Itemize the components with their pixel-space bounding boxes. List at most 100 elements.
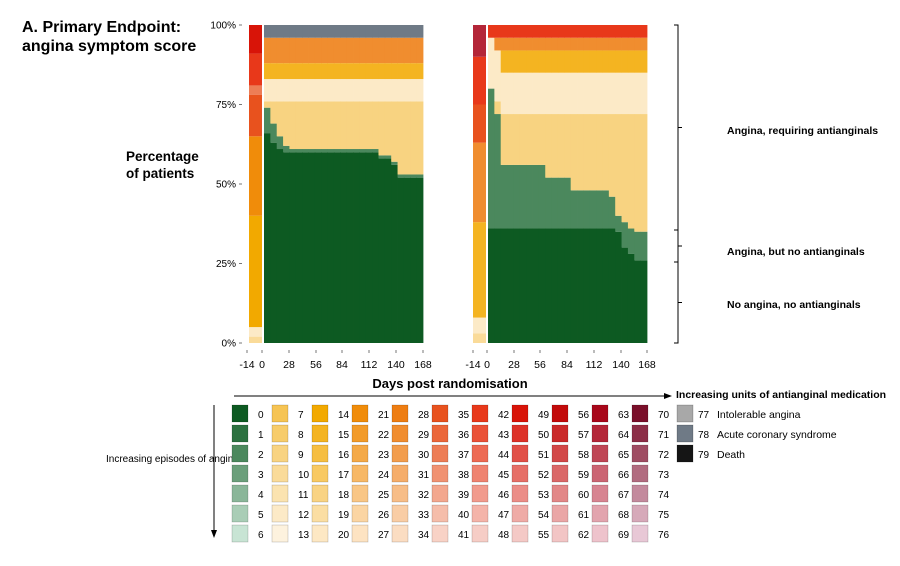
bar-segment-12	[372, 79, 379, 102]
bar-segment-2	[570, 190, 578, 229]
legend-swatch-68	[591, 504, 609, 523]
bar-segment-12	[570, 72, 578, 115]
pre-segment-42	[249, 53, 262, 86]
bar-segment-0	[372, 152, 379, 343]
legend-swatch-28	[391, 404, 409, 423]
bar-segment-9	[583, 114, 591, 191]
bar-segment-9	[270, 101, 278, 124]
legend-label-63: 63	[618, 410, 630, 421]
legend-text-78: Acute coronary syndrome	[717, 429, 837, 441]
bar-segment-42	[634, 25, 642, 38]
legend-label-5: 5	[258, 510, 264, 521]
bar-segment-29	[289, 37, 297, 64]
bar-segment-42	[621, 25, 629, 38]
bar-segment-0	[359, 152, 367, 343]
bar-segment-29	[545, 37, 552, 51]
legend-swatch-52	[511, 464, 529, 483]
bar-segment-15	[526, 50, 533, 73]
pre-segment-37	[249, 85, 262, 95]
legend-label-36: 36	[458, 430, 470, 441]
legend-label-31: 31	[418, 470, 430, 481]
bar-segment-12	[615, 72, 622, 115]
legend-label-28: 28	[418, 410, 430, 421]
x-tick-label: 168	[638, 359, 656, 371]
bar-segment-9	[321, 101, 328, 150]
bar-segment-12	[346, 79, 354, 102]
legend-label-0: 0	[258, 410, 264, 421]
x-tick-label: 84	[336, 359, 348, 371]
bar-segment-9	[340, 101, 348, 150]
bar-segment-29	[564, 37, 572, 51]
legend-label-69: 69	[618, 530, 630, 541]
bar-segment-15	[359, 63, 367, 80]
legend-code-79: 79	[698, 450, 710, 461]
legend-label-45: 45	[498, 470, 510, 481]
bar-segment-0	[333, 152, 341, 343]
bar-segment-29	[416, 37, 424, 64]
bar-segment-0	[557, 228, 565, 343]
bar-segment-0	[602, 228, 610, 343]
bar-segment-2	[488, 88, 495, 229]
bar-segment-9	[608, 114, 616, 197]
bar-segment-9	[532, 114, 540, 165]
bar-segment-29	[634, 37, 642, 51]
legend-label-52: 52	[538, 470, 550, 481]
legend-swatch-21	[351, 404, 369, 423]
bar-segment-9	[519, 114, 527, 165]
legend-label-35: 35	[458, 410, 470, 421]
legend-swatch-6	[231, 524, 249, 543]
bar-segment-0	[545, 228, 552, 343]
bar-segment-15	[589, 50, 597, 73]
bar-segment-29	[557, 37, 565, 51]
x-tick-label: -14	[239, 359, 254, 371]
bar-segment-15	[403, 63, 411, 80]
legend-swatch-64	[591, 424, 609, 443]
bar-segment-12	[353, 79, 360, 102]
bar-segment-9	[545, 114, 552, 178]
bar-segment-78	[340, 25, 348, 38]
legend-label-47: 47	[498, 510, 510, 521]
bar-segment-12	[526, 72, 533, 115]
bar-segment-9	[372, 101, 379, 150]
y-tick-label: 25%	[216, 259, 236, 270]
pre-segment-49	[249, 25, 262, 54]
figure-title: A. Primary Endpoint: angina symptom scor…	[22, 18, 196, 56]
bar-segment-2	[378, 155, 386, 159]
bar-segment-78	[302, 25, 309, 38]
legend-swatch-74	[631, 484, 649, 503]
brace-label-no-antianginals: Angina, but no antianginals	[727, 246, 865, 258]
bar-segment-2	[314, 149, 322, 153]
legend-swatch-23	[351, 444, 369, 463]
bar-segment-42	[526, 25, 533, 38]
legend-swatch-41	[431, 524, 449, 543]
bar-segment-9	[365, 101, 373, 150]
bar-segment-42	[551, 25, 559, 38]
bar-segment-0	[346, 152, 354, 343]
bar-segment-9	[378, 101, 386, 156]
legend-swatch-71	[631, 424, 649, 443]
legend-text-77: Intolerable angina	[717, 409, 801, 421]
bar-segment-12	[621, 72, 629, 115]
bar-segment-12	[634, 72, 642, 115]
bar-segment-0	[289, 152, 297, 343]
bar-segment-12	[416, 79, 424, 102]
bar-segment-29	[596, 37, 603, 51]
bar-segment-2	[416, 174, 424, 178]
legend-label-22: 22	[378, 430, 390, 441]
bar-segment-78	[397, 25, 405, 38]
legend-label-10: 10	[298, 470, 310, 481]
bar-segment-0	[384, 158, 392, 343]
bar-segment-12	[321, 79, 328, 102]
bar-segment-12	[545, 72, 552, 115]
brace-no-antianginals	[674, 229, 682, 263]
bar-segment-0	[365, 152, 373, 343]
legend-swatch-15	[311, 424, 329, 443]
legend-label-70: 70	[658, 410, 670, 421]
legend-swatch-79	[676, 444, 694, 463]
bar-segment-0	[621, 247, 629, 343]
legend-swatch-58	[551, 444, 569, 463]
bar-segment-12	[333, 79, 341, 102]
legend-swatch-30	[391, 444, 409, 463]
legend-swatch-51	[511, 444, 529, 463]
legend-label-42: 42	[498, 410, 510, 421]
